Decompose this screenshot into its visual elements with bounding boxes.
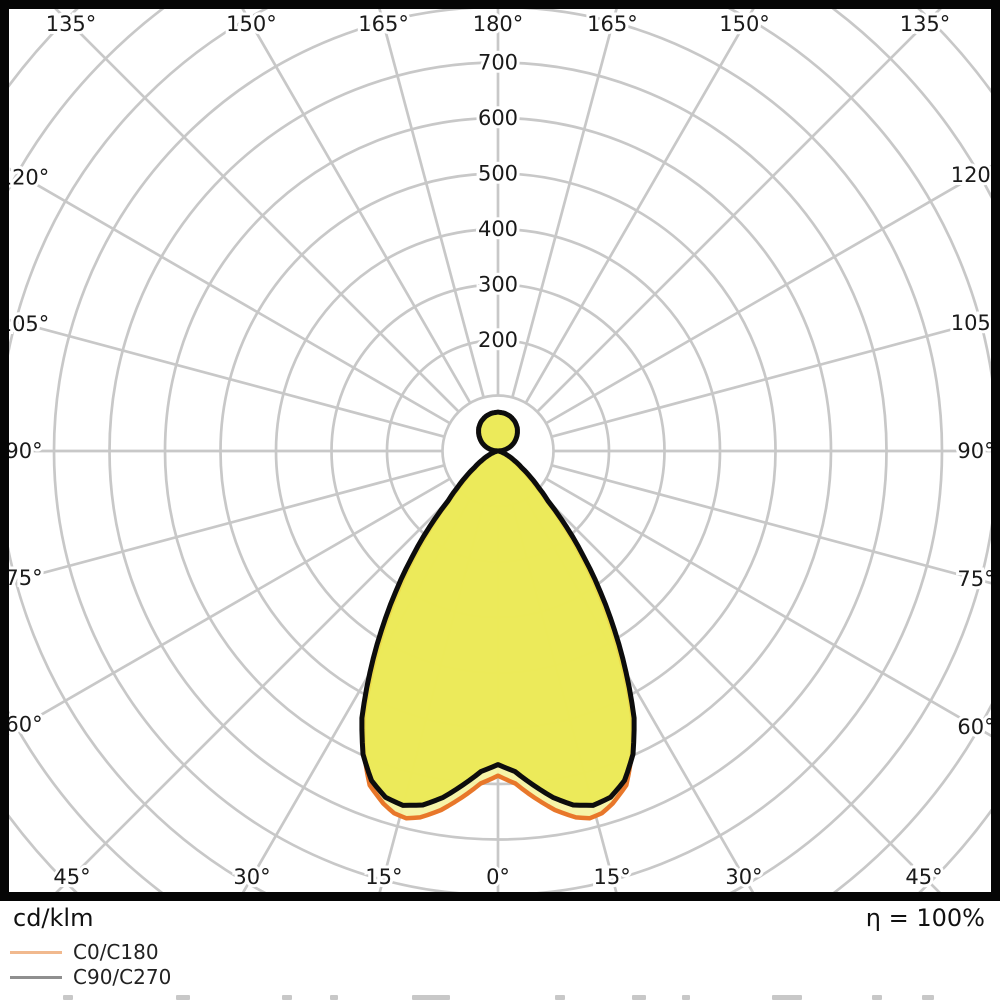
grid-spoke	[378, 9, 485, 398]
angle-label-180: 180°	[473, 12, 524, 36]
angle-label-135: 135°	[900, 12, 951, 36]
angle-label-90: 90°	[9, 439, 43, 463]
grid-spoke	[55, 489, 460, 892]
angle-label-135: 135°	[46, 12, 97, 36]
legend: C0/C180 C90/C270	[10, 940, 171, 990]
grid-spoke	[54, 9, 460, 413]
radial-label-700: 700	[478, 51, 518, 75]
angle-label-75: 75°	[957, 567, 991, 591]
grid-circle	[163, 116, 833, 786]
angle-label-150: 150°	[226, 12, 277, 36]
angle-label-105: 105°	[9, 312, 49, 336]
angle-label-0: 0°	[486, 865, 510, 889]
legend-item-C90-C270: C90/C270	[10, 965, 171, 990]
radial-label-400: 400	[478, 217, 518, 241]
angle-label-120: 120°	[951, 163, 991, 187]
angle-label-150: 150°	[719, 12, 770, 36]
grid-spoke	[511, 9, 618, 398]
grid-spoke	[536, 489, 941, 892]
grid-circle	[52, 9, 944, 892]
angle-label-60: 60°	[957, 715, 991, 739]
angle-label-15: 15°	[365, 865, 402, 889]
grid-spoke	[241, 9, 472, 404]
grid-spoke	[545, 477, 991, 738]
grid-circle	[108, 61, 888, 841]
angle-label-45: 45°	[53, 865, 90, 889]
angle-label-30: 30°	[725, 865, 762, 889]
units-label: cd/klm	[13, 904, 94, 932]
angle-label-30: 30°	[233, 865, 270, 889]
legend-item-C0-C180: C0/C180	[10, 940, 171, 965]
grid-spoke	[9, 167, 451, 425]
efficiency-label: η = 100%	[865, 904, 985, 932]
grid-spoke	[551, 317, 991, 438]
polar-chart: 200 300 400 500 600 700 0° 15° 15° 30° 30° 45° 45° 60…	[9, 9, 991, 892]
angle-label-165: 165°	[587, 12, 638, 36]
cropped-content-strip	[0, 994, 1000, 1000]
legend-label: C90/C270	[73, 965, 172, 989]
angle-label-45: 45°	[905, 865, 942, 889]
grid-spoke	[9, 318, 445, 438]
angle-label-105: 105°	[951, 311, 991, 335]
angle-label-15: 15°	[594, 865, 631, 889]
radial-label-200: 200	[478, 328, 518, 352]
chart-footer: cd/klm η = 100% C0/C180 C90/C270	[0, 901, 1000, 1000]
legend-swatch	[10, 976, 62, 979]
legend-swatch	[10, 951, 62, 954]
radial-label-500: 500	[478, 162, 518, 186]
angle-label-75: 75°	[9, 566, 43, 590]
grid-spoke	[9, 464, 445, 584]
angle-label-90: 90°	[957, 439, 991, 463]
radial-label-600: 600	[478, 106, 518, 130]
grid-spoke	[524, 9, 755, 404]
angle-label-60: 60°	[9, 713, 43, 737]
angle-label-165: 165°	[358, 12, 409, 36]
angle-label-120: 120°	[9, 165, 49, 189]
legend-label: C0/C180	[73, 940, 159, 964]
grid-spoke	[551, 464, 991, 585]
grid-spoke	[9, 477, 451, 735]
radial-label-300: 300	[478, 273, 518, 297]
grid-spoke	[545, 164, 991, 425]
polar-plot-area: 200 300 400 500 600 700 0° 15° 15° 30° 30° 45° 45° 60…	[0, 0, 1000, 901]
grid-spoke	[536, 9, 942, 413]
curve-C90-C270	[359, 409, 637, 808]
